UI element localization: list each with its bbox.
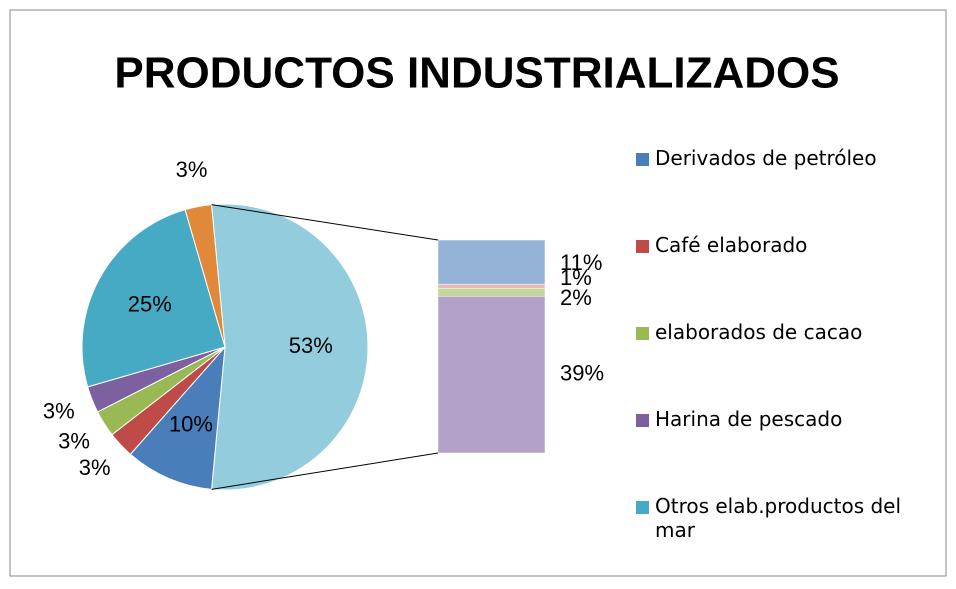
connector — [211, 204, 439, 241]
data-label: 3% — [79, 455, 111, 480]
data-label: 53% — [289, 333, 333, 358]
legend-item: Otros elab.productos del mar — [636, 494, 936, 581]
legend-label: Otros elab.productos del mar — [655, 494, 902, 542]
connector — [211, 452, 439, 490]
bar-segment — [437, 283, 546, 289]
bar-segment — [437, 296, 546, 454]
legend-swatch — [636, 501, 649, 514]
legend-label: Café elaborado — [655, 233, 808, 257]
data-label: 1% — [560, 265, 592, 290]
data-label: 3% — [58, 429, 90, 454]
pie-slice — [81, 209, 226, 388]
legend-label: Harina de pescado — [655, 407, 843, 431]
legend-item: Café elaborado — [636, 233, 936, 320]
legend-swatch — [636, 327, 649, 340]
chart-title: PRODUCTOS INDUSTRIALIZADOS — [114, 49, 839, 98]
legend-item: elaborados de cacao — [636, 320, 936, 407]
legend-label: elaborados de cacao — [655, 320, 863, 344]
data-label: 2% — [560, 285, 592, 310]
bar-segment — [437, 239, 546, 285]
legend-item: Harina de pescado — [636, 407, 936, 494]
legend-label: Derivados de petróleo — [655, 146, 877, 170]
legend-item: Derivados de petróleo — [636, 146, 936, 233]
data-label: 25% — [128, 291, 172, 316]
data-label: 10% — [169, 412, 213, 437]
data-label: 3% — [176, 157, 208, 182]
legend-swatch — [636, 240, 649, 253]
legend-swatch — [636, 153, 649, 166]
pie-slice — [129, 345, 226, 490]
legend-swatch — [636, 414, 649, 427]
pie-slice — [184, 204, 226, 348]
bar-segment — [437, 287, 546, 297]
pie-slice — [210, 203, 369, 491]
data-label: 39% — [560, 360, 604, 385]
data-label: 11% — [560, 250, 602, 275]
data-label: 3% — [43, 399, 75, 424]
legend: Derivados de petróleo Café elaborado elabo… — [636, 146, 936, 581]
